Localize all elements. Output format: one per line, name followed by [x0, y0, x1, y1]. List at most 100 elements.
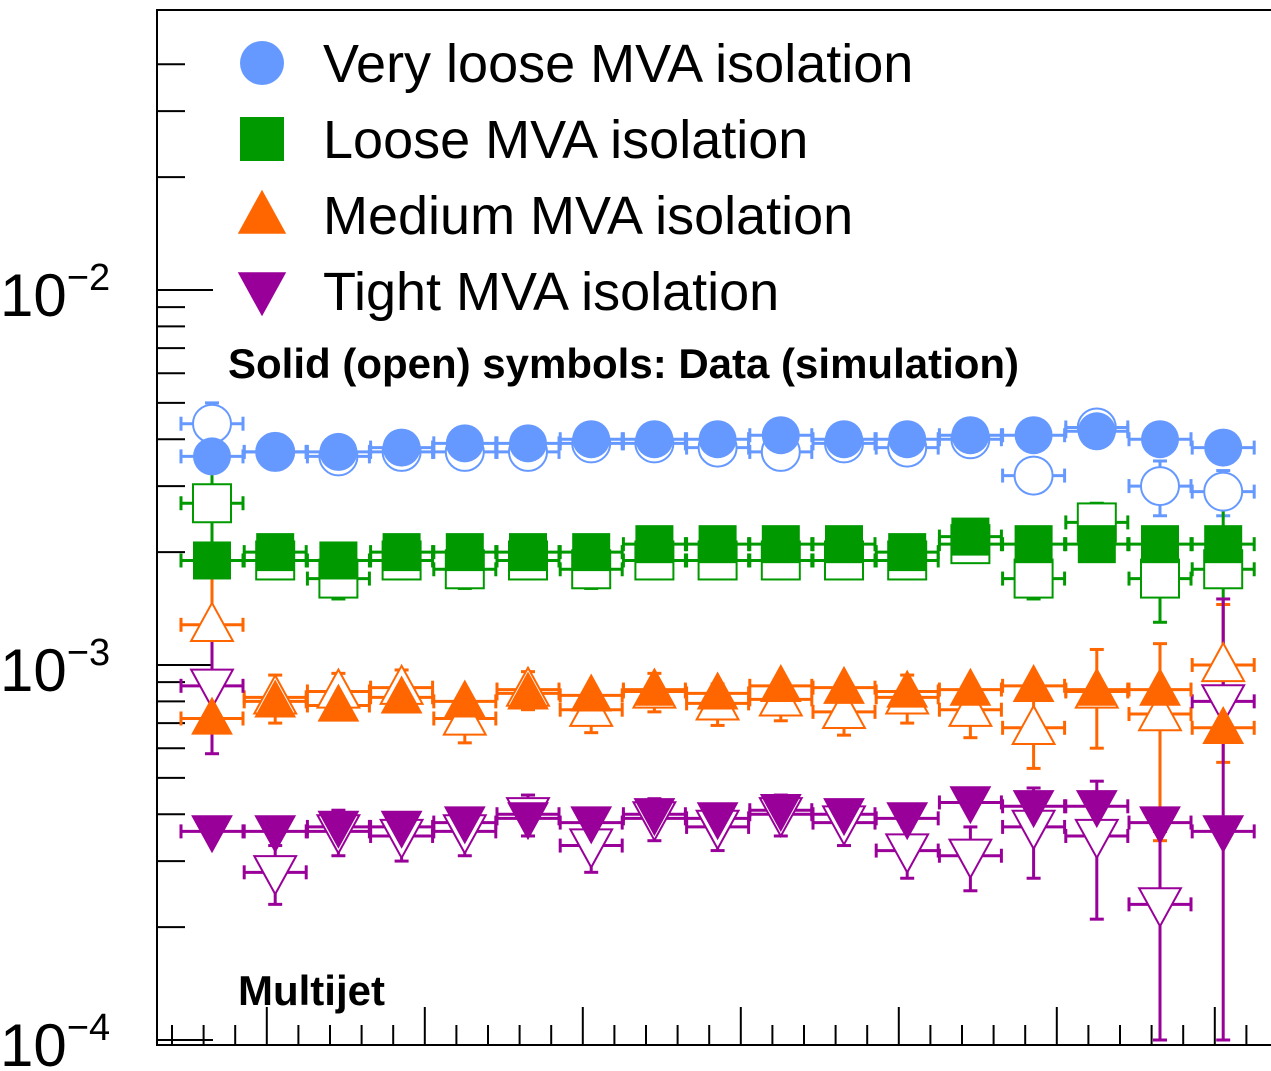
very-loose-mva-isolationsim-point [1203, 471, 1244, 512]
medium-mva-isolationdata-point [823, 665, 865, 704]
tight-mva-isolationdata-point [254, 815, 297, 854]
tight-mva-isolationdata-point [380, 810, 423, 849]
very-loose-mva-isolationdata-point [1014, 416, 1053, 455]
symbols-note: Solid (open) symbols: Data (simulation) [228, 340, 1019, 387]
medium-mva-isolationsim-point [1200, 641, 1246, 683]
tight-mva-isolationdata-point [443, 806, 486, 845]
very-loose-mva-isolationdata-point [1077, 412, 1116, 451]
very-loose-mva-isolationdata-point [1204, 428, 1243, 467]
very-loose-mva-isolationdata-point [951, 416, 990, 455]
tight-mva-isolationdata-point [949, 786, 992, 825]
very-loose-mva-isolationdata-point [1141, 420, 1179, 459]
tight-mva-isolationsim-point [189, 668, 235, 710]
loose-mva-isolationdata-point [1077, 525, 1116, 564]
medium-mva-isolationdata-point [696, 671, 739, 710]
medium-mva-isolationdata-point [191, 696, 233, 735]
loose-mva-isolationdata-point [1204, 525, 1243, 564]
medium-mva-isolationdata-point [1075, 667, 1118, 706]
tight-mva-isolationdata-point [633, 798, 676, 837]
tight-mva-isolationdata-point [759, 794, 802, 833]
medium-mva-isolationdata-point [507, 671, 549, 710]
very-loose-mva-isolationsim-point [192, 403, 232, 444]
very-loose-mva-isolationdata-point [319, 432, 358, 471]
legend-label: Tight MVA isolation [323, 262, 779, 322]
medium-mva-isolationsim-point [821, 687, 867, 730]
tight-mva-isolationdata-point [1075, 790, 1118, 829]
very-loose-mva-isolationdata-point [635, 420, 674, 459]
loose-mva-isolationdata-point [319, 541, 358, 580]
medium-mva-isolationdata-point [254, 679, 297, 718]
tight-mva-isolationdata-point [570, 806, 613, 845]
axis-ticks [157, 63, 1248, 1045]
tight-mva-isolationdata-point [507, 802, 549, 841]
tight-mva-isolationdata-point [696, 802, 739, 841]
medium-mva-isolationdata-point [886, 669, 929, 708]
medium-mva-isolationdata-point [1139, 667, 1181, 706]
very-loose-mva-isolationdata-point [825, 420, 863, 459]
medium-mva-isolationdata-point [633, 667, 676, 706]
loose-mva-isolationdata-point [1141, 525, 1179, 564]
medium-mva-isolationdata-point [949, 667, 992, 706]
loose-mva-isolationdata-point [635, 525, 674, 564]
loose-mva-isolationsim-point [192, 483, 232, 524]
medium-mva-isolationdata-point [317, 683, 360, 722]
very-loose-mva-isolationdata-point [509, 424, 547, 463]
very-loose-mva-isolationdata-point [382, 428, 421, 467]
medium-mva-isolationdata-point [380, 675, 423, 714]
y-tick-label: 10−4 [0, 1007, 110, 1071]
medium-mva-isolationsim-point [1011, 703, 1057, 745]
very-loose-mva-isolationsim-point [1140, 466, 1180, 507]
medium-mva-isolationsim-point [1137, 690, 1183, 732]
region-label: Multijet [238, 967, 385, 1014]
very-loose-mva-isolationdata-point [888, 420, 927, 459]
tight-mva-isolationdata-point [1012, 790, 1055, 829]
loose-mva-isolationdata-point [761, 525, 800, 564]
very-loose-mva-isolationdata-point [193, 437, 231, 476]
medium-mva-isolationdata-point [570, 673, 613, 712]
loose-mva-isolationsim-point [1013, 558, 1054, 599]
data-markers [189, 403, 1246, 929]
tight-mva-isolationdata-point [823, 798, 865, 837]
medium-mva-isolationsim-point [189, 600, 235, 642]
tight-mva-isolationsim-point [1137, 887, 1183, 929]
loose-mva-isolationdata-point [445, 533, 484, 572]
legend-label: Medium MVA isolation [323, 186, 853, 246]
y-tick-label: 10−2 [0, 257, 110, 329]
y-tick-labels: 10−2 10−3 10−4 [0, 257, 110, 1071]
y-tick-label: 10−3 [0, 632, 110, 704]
tight-mva-isolationdata-point [886, 802, 929, 841]
loose-mva-isolationdata-point [256, 533, 295, 572]
medium-mva-isolationsim-point [947, 685, 993, 727]
very-loose-mva-isolationdata-point [698, 420, 737, 459]
tight-mva-isolationdata-point [317, 810, 360, 849]
loose-mva-isolationdata-point [1014, 525, 1053, 564]
medium-mva-isolationdata-point [1202, 705, 1245, 744]
loose-mva-isolationdata-point [509, 533, 547, 572]
tight-mva-isolationdata-point [1139, 806, 1181, 845]
legend-marker [237, 272, 287, 317]
very-loose-mva-isolationdata-point [445, 424, 484, 463]
tight-mva-isolationsim-point [1200, 684, 1246, 726]
tight-mva-isolationsim-point [947, 838, 993, 880]
legend-marker [240, 117, 284, 161]
legend-marker [240, 41, 284, 85]
medium-mva-isolationdata-point [443, 679, 486, 718]
tight-mva-isolationdata-point [191, 815, 233, 854]
very-loose-mva-isolationdata-point [572, 420, 611, 459]
very-loose-mva-isolationdata-point [761, 416, 800, 455]
legend-marker [237, 189, 287, 234]
very-loose-mva-isolationdata-point [256, 432, 295, 471]
medium-mva-isolationdata-point [759, 663, 802, 702]
loose-mva-isolationdata-point [888, 533, 927, 572]
legend-label: Loose MVA isolation [323, 110, 808, 170]
legend: Very loose MVA isolation Loose MVA isolat… [237, 34, 913, 322]
loose-mva-isolationdata-point [382, 533, 421, 572]
loose-mva-isolationdata-point [572, 533, 611, 572]
medium-mva-isolationdata-point [1012, 663, 1055, 702]
loose-mva-isolationdata-point [825, 525, 863, 564]
loose-mva-isolationdata-point [193, 541, 231, 580]
loose-mva-isolationsim-point [1140, 558, 1180, 599]
legend-label: Very loose MVA isolation [323, 34, 913, 94]
loose-mva-isolationdata-point [951, 517, 990, 556]
